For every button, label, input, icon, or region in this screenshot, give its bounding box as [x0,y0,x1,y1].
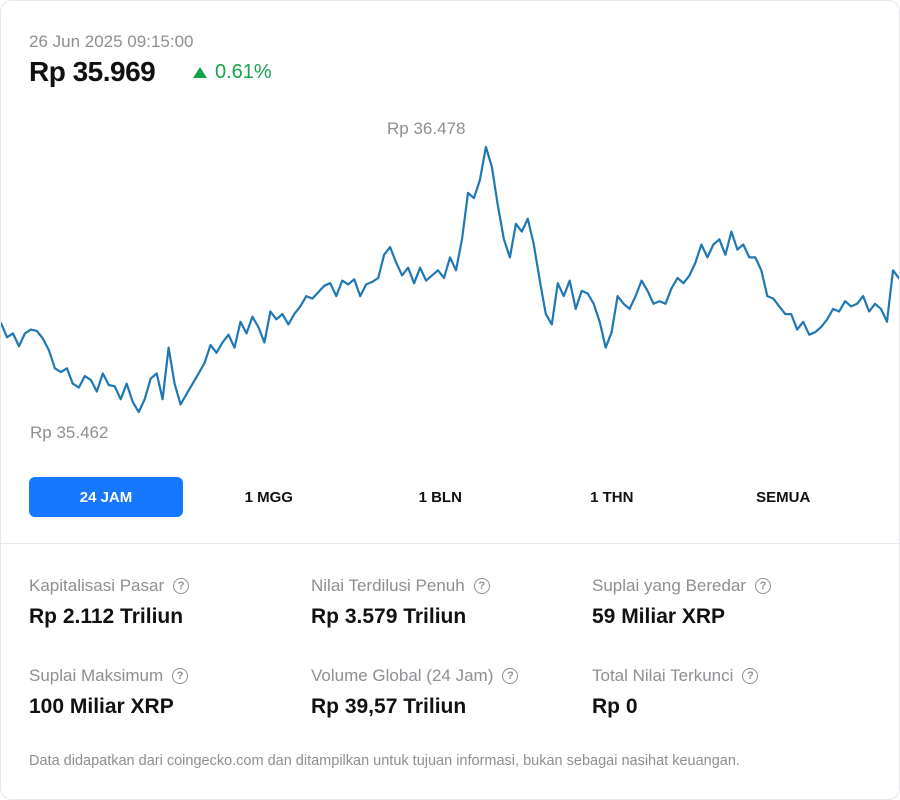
stat-label: Nilai Terdilusi Penuh [311,576,465,595]
section-divider [1,543,899,544]
stat-total-value-locked: Total Nilai Terkunci? Rp 0 [592,666,759,719]
range-1y-button[interactable]: 1 THN [590,488,634,506]
stat-value: 59 Miliar XRP [592,605,726,628]
stat-value: Rp 2.112 Triliun [29,605,184,628]
chart-low-label: Rp 35.462 [30,423,109,442]
price-line [1,145,899,414]
range-1w-button[interactable]: 1 MGG [244,488,293,506]
stat-fully-diluted: Nilai Terdilusi Penuh? Rp 3.579 Triliun [311,576,490,629]
chart-high-label: Rp 36.478 [387,119,466,138]
stat-max-supply: Suplai Maksimum? 100 Miliar XRP [29,666,189,719]
price-change: 0.61% [193,61,272,84]
stat-label: Total Nilai Terkunci [592,666,734,685]
stat-label: Suplai Maksimum [29,666,164,685]
help-icon[interactable]: ? [742,668,759,684]
triangle-up-icon [193,67,207,78]
help-icon[interactable]: ? [755,578,772,594]
range-all-button[interactable]: SEMUA [756,488,811,506]
help-icon[interactable]: ? [473,578,490,594]
price-chart[interactable] [1,101,899,431]
current-price: Rp 35.969 [29,56,156,87]
help-icon[interactable]: ? [502,668,519,684]
stat-value: 100 Miliar XRP [29,695,174,718]
stat-label: Kapitalisasi Pasar [29,576,165,595]
help-icon[interactable]: ? [173,578,190,594]
disclaimer-text: Data didapatkan dari coingecko.com dan d… [29,753,740,769]
stat-value: Rp 39,57 Triliun [311,695,467,718]
stat-circulating-supply: Suplai yang Beredar? 59 Miliar XRP [592,576,772,629]
stat-global-volume: Volume Global (24 Jam)? Rp 39,57 Triliun [311,666,519,719]
price-timestamp: 26 Jun 2025 09:15:00 [29,32,194,51]
price-change-value: 0.61% [215,61,272,83]
range-24h-button[interactable]: 24 JAM [29,477,183,517]
stat-label: Volume Global (24 Jam) [311,666,494,685]
range-1m-button[interactable]: 1 BLN [418,488,462,506]
stat-value: Rp 3.579 Triliun [311,605,467,628]
stat-label: Suplai yang Beredar [592,576,747,595]
help-icon[interactable]: ? [172,668,189,684]
time-range-selector: 24 JAM 1 MGG 1 BLN 1 THN SEMUA [29,477,869,517]
stat-market-cap: Kapitalisasi Pasar? Rp 2.112 Triliun [29,576,190,629]
stat-value: Rp 0 [592,695,638,718]
